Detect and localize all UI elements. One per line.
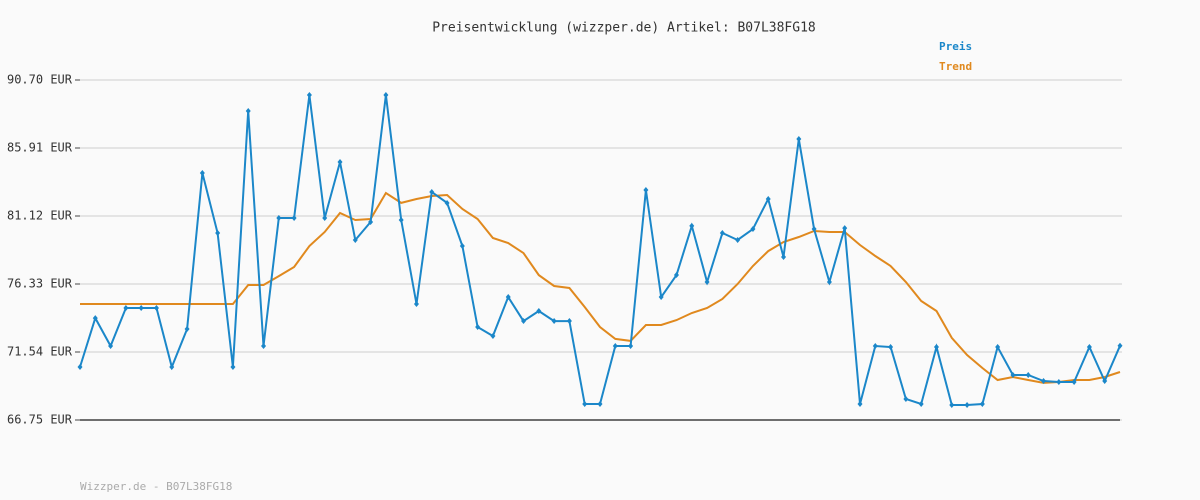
data-point — [949, 401, 955, 408]
data-point — [796, 136, 802, 143]
data-point — [979, 400, 985, 407]
data-point — [398, 216, 404, 223]
data-point — [199, 169, 205, 176]
data-point — [689, 222, 695, 229]
data-point — [291, 214, 297, 221]
data-point — [1102, 377, 1108, 384]
data-point — [536, 307, 542, 314]
data-point — [903, 395, 909, 402]
data-point — [551, 318, 557, 325]
footer: Wizzper.de - B07L38FG18 — [80, 480, 232, 493]
data-point — [169, 364, 175, 371]
data-point — [673, 272, 679, 279]
data-point — [872, 343, 878, 350]
data-point — [582, 400, 588, 407]
data-point — [1056, 378, 1062, 385]
data-point — [1071, 378, 1077, 385]
data-point — [352, 236, 358, 243]
data-point — [826, 279, 832, 286]
data-point — [628, 343, 634, 350]
data-point — [612, 343, 618, 350]
data-point — [566, 318, 572, 325]
data-point — [337, 159, 343, 166]
data-point — [933, 344, 939, 351]
data-point — [505, 294, 511, 301]
data-point — [215, 230, 221, 237]
data-point — [77, 364, 83, 371]
y-tick-label: 66.75 EUR — [7, 413, 73, 427]
data-point — [964, 401, 970, 408]
legend-entry: Trend — [939, 60, 972, 73]
data-point — [658, 294, 664, 301]
legend-entry: Preis — [939, 40, 972, 53]
data-point — [444, 199, 450, 206]
data-point — [735, 236, 741, 243]
data-point — [1117, 342, 1123, 349]
data-point — [490, 332, 496, 339]
data-point — [1025, 371, 1031, 378]
data-point — [811, 226, 817, 233]
data-point — [1086, 344, 1092, 351]
y-tick-label: 76.33 EUR — [7, 277, 73, 291]
data-point — [108, 343, 114, 350]
data-point — [597, 400, 603, 407]
data-point — [765, 195, 771, 202]
data-point — [995, 344, 1001, 351]
data-point — [842, 225, 848, 232]
y-tick-label: 81.12 EUR — [7, 209, 73, 223]
data-point — [413, 301, 419, 308]
data-point — [322, 214, 328, 221]
series-line — [80, 191, 1121, 384]
data-point — [429, 189, 435, 196]
data-point — [521, 318, 527, 325]
data-point — [261, 343, 267, 350]
data-point — [184, 326, 190, 333]
y-tick-label: 85.91 EUR — [7, 141, 73, 155]
data-point — [750, 226, 756, 233]
data-point — [475, 324, 481, 331]
data-point — [138, 304, 144, 311]
data-point — [781, 254, 787, 261]
data-point — [383, 92, 389, 99]
chart-title: Preisentwicklung (wizzper.de) Artikel: B… — [432, 21, 816, 36]
data-point — [888, 344, 894, 351]
data-point — [1041, 377, 1047, 384]
y-tick-label: 90.70 EUR — [7, 73, 73, 87]
y-tick-label: 71.54 EUR — [7, 345, 73, 359]
data-point — [704, 279, 710, 286]
data-point — [918, 400, 924, 407]
data-point — [123, 304, 129, 311]
data-point — [306, 92, 312, 99]
data-point — [92, 315, 98, 322]
data-point — [276, 214, 282, 221]
data-point — [719, 230, 725, 237]
data-point — [643, 187, 649, 194]
data-point — [1010, 371, 1016, 378]
data-point — [245, 107, 251, 114]
data-point — [368, 218, 374, 225]
data-point — [230, 364, 236, 371]
data-point — [153, 304, 159, 311]
data-point — [459, 242, 465, 249]
data-point — [857, 400, 863, 407]
